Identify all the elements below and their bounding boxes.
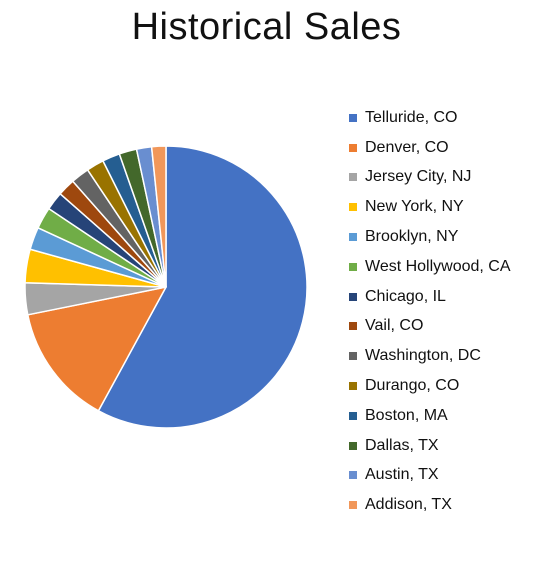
legend-swatch — [349, 173, 357, 182]
legend-label: Washington, DC — [365, 347, 481, 365]
legend-swatch — [349, 262, 357, 271]
legend-swatch — [349, 471, 357, 480]
pie-slice-addison-tx — [150, 145, 167, 288]
legend-item: Durango, CO — [349, 371, 511, 401]
legend-label: Jersey City, NJ — [365, 168, 472, 186]
legend-item: Boston, MA — [349, 401, 511, 431]
legend-swatch — [349, 411, 357, 420]
legend-swatch — [349, 382, 357, 391]
legend-label: Chicago, IL — [365, 287, 446, 305]
legend-label: West Hollywood, CA — [365, 257, 511, 275]
legend-label: Boston, MA — [365, 406, 448, 424]
legend-item: New York, NY — [349, 192, 511, 222]
legend-swatch — [349, 352, 357, 361]
legend-swatch — [349, 233, 357, 242]
legend-label: Brooklyn, NY — [365, 228, 459, 246]
legend-label: Vail, CO — [365, 317, 424, 335]
legend-item: Telluride, CO — [349, 103, 511, 133]
pie-slice-denver-co — [27, 286, 167, 412]
legend-item: Brooklyn, NY — [349, 222, 511, 252]
legend-swatch — [349, 143, 357, 152]
legend-label: Durango, CO — [365, 377, 460, 395]
legend-item: Chicago, IL — [349, 282, 511, 312]
legend-swatch — [349, 441, 357, 450]
legend-swatch — [349, 203, 357, 212]
chart-title: Historical Sales — [131, 6, 402, 48]
legend-label: New York, NY — [365, 198, 464, 216]
legend-item: Addison, TX — [349, 490, 511, 520]
legend-swatch — [349, 322, 357, 331]
legend-swatch — [349, 292, 357, 301]
legend-item: Vail, CO — [349, 312, 511, 342]
legend-item: West Hollywood, CA — [349, 252, 511, 282]
legend-label: Denver, CO — [365, 138, 449, 156]
legend-item: Denver, CO — [349, 133, 511, 163]
legend-swatch — [349, 113, 357, 122]
legend-item: Dallas, TX — [349, 431, 511, 461]
legend-item: Jersey City, NJ — [349, 163, 511, 193]
legend-label: Dallas, TX — [365, 436, 439, 454]
chart-legend: Telluride, CO Denver, CO Jersey City, NJ Ne… — [349, 103, 511, 520]
legend-label: Telluride, CO — [365, 108, 458, 126]
legend-item: Washington, DC — [349, 341, 511, 371]
legend-label: Austin, TX — [365, 466, 439, 484]
legend-label: Addison, TX — [365, 496, 452, 514]
legend-swatch — [349, 501, 357, 510]
pie-slice-telluride-co — [97, 145, 308, 429]
legend-item: Austin, TX — [349, 461, 511, 491]
